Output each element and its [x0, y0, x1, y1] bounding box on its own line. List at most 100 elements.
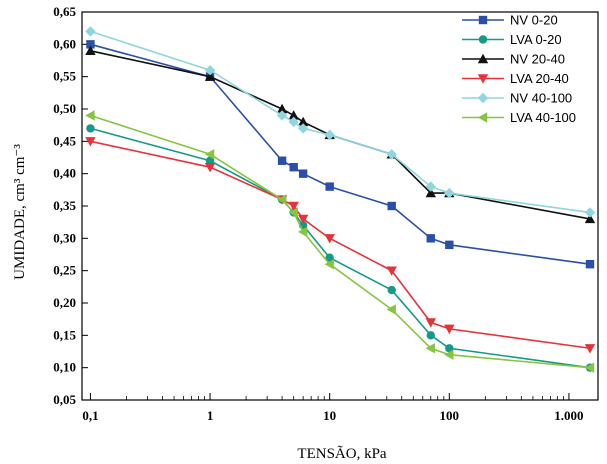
- series-line: [90, 127, 591, 369]
- data-point: [289, 163, 298, 172]
- data-point: [386, 304, 396, 315]
- data-point: [425, 181, 436, 192]
- x-tick-label: 100: [440, 408, 460, 423]
- x-tick-label: 10: [323, 408, 336, 423]
- legend-marker: [477, 92, 489, 104]
- y-tick-label: 0,30: [53, 230, 76, 245]
- data-point: [324, 234, 335, 244]
- data-point: [387, 285, 396, 295]
- data-point: [444, 349, 454, 360]
- data-point: [324, 259, 334, 270]
- legend-marker: [477, 74, 489, 84]
- y-tick-label: 0,20: [53, 295, 76, 310]
- x-tick-label: 1: [207, 408, 214, 423]
- data-point: [85, 137, 96, 147]
- data-point: [86, 40, 95, 49]
- data-point: [386, 149, 397, 160]
- legend-label: LVA 0-20: [510, 32, 562, 47]
- legend-item: NV 40-100: [462, 91, 572, 106]
- data-point: [325, 253, 334, 262]
- data-point: [276, 110, 288, 121]
- legend-label: NV 20-40: [510, 52, 565, 67]
- data-point: [584, 344, 596, 354]
- series-line: [90, 140, 591, 350]
- data-point: [387, 201, 396, 211]
- x-tick-label: 1.000: [554, 408, 583, 423]
- data-point: [288, 201, 299, 212]
- data-point: [425, 187, 436, 198]
- data-point: [85, 45, 96, 55]
- data-point: [298, 169, 308, 178]
- y-tick-label: 0,55: [53, 69, 76, 84]
- data-point: [276, 103, 288, 114]
- data-point: [297, 123, 309, 134]
- data-point: [386, 266, 397, 276]
- data-point: [444, 324, 455, 335]
- legend-item: LVA 20-40: [462, 71, 569, 86]
- series-lva-40-100: [85, 110, 595, 373]
- data-point: [426, 234, 435, 243]
- y-tick-label: 0,50: [53, 101, 76, 116]
- legend-item: LVA 0-20: [462, 32, 562, 47]
- legend-label: LVA 20-40: [510, 71, 569, 86]
- data-point: [288, 110, 299, 120]
- data-point: [204, 71, 216, 81]
- series-nv-40-100: [85, 26, 596, 218]
- legend-item: NV 0-20: [462, 13, 558, 28]
- y-tick-label: 0,45: [53, 133, 76, 148]
- legend-marker: [478, 35, 488, 44]
- data-point: [204, 163, 216, 173]
- x-axis-ticks: 0,1 1 10 100 1.000: [82, 393, 584, 423]
- data-point: [85, 26, 96, 37]
- data-point: [204, 65, 216, 76]
- series-line: [90, 30, 591, 214]
- legend-marker: [477, 53, 489, 64]
- legend-item: NV 20-40: [462, 52, 565, 67]
- data-point: [276, 194, 287, 205]
- data-point: [425, 343, 435, 354]
- data-point: [445, 240, 454, 249]
- legend: NV 0-20 LVA 0-20 NV 20-40 LVA 20-40 NV 40-10…: [462, 13, 576, 125]
- data-point: [86, 124, 95, 133]
- x-tick-label: 0,1: [82, 408, 98, 423]
- y-tick-label: 0,35: [53, 198, 76, 213]
- data-point: [325, 182, 334, 191]
- data-point: [445, 344, 454, 353]
- series-line: [90, 43, 591, 265]
- data-point: [288, 116, 299, 128]
- y-tick-label: 0,25: [53, 263, 76, 278]
- data-point: [444, 187, 455, 199]
- data-point: [85, 110, 95, 121]
- data-point: [297, 116, 309, 127]
- y-axis-ticks: 0,05 0,10 0,15 0,20 0,25 0,30 0,35 0,40 0,45 0,50…: [53, 4, 88, 407]
- y-tick-label: 0,60: [53, 36, 76, 51]
- y-tick-label: 0,05: [53, 392, 76, 407]
- data-point: [425, 318, 436, 328]
- x-axis-label: TENSÃO, kPa: [297, 446, 387, 462]
- data-point: [324, 129, 335, 141]
- data-point: [584, 362, 595, 373]
- y-tick-label: 0,10: [53, 360, 76, 375]
- data-point: [297, 226, 308, 238]
- legend-label: LVA 40-100: [510, 110, 576, 125]
- series-nv-0-20: [86, 40, 595, 269]
- y-tick-label: 0,15: [53, 327, 76, 342]
- legend-label: NV 0-20: [510, 13, 558, 28]
- data-point: [297, 214, 309, 225]
- legend-marker: [477, 112, 488, 123]
- series-lva-20-40: [85, 137, 596, 354]
- series-line: [90, 114, 591, 369]
- data-point: [277, 156, 287, 165]
- data-point: [584, 213, 596, 224]
- legend-marker: [478, 15, 488, 25]
- series-lva-0-20: [86, 124, 595, 372]
- legend-label: NV 40-100: [510, 91, 572, 106]
- data-point: [426, 331, 435, 340]
- data-point: [585, 260, 595, 269]
- plot-area: [85, 26, 596, 373]
- legend-item: LVA 40-100: [462, 110, 576, 125]
- y-axis-label: UMIDADE, cm³ cm⁻³: [12, 144, 28, 280]
- y-tick-label: 0,40: [53, 166, 76, 181]
- data-point: [288, 207, 298, 218]
